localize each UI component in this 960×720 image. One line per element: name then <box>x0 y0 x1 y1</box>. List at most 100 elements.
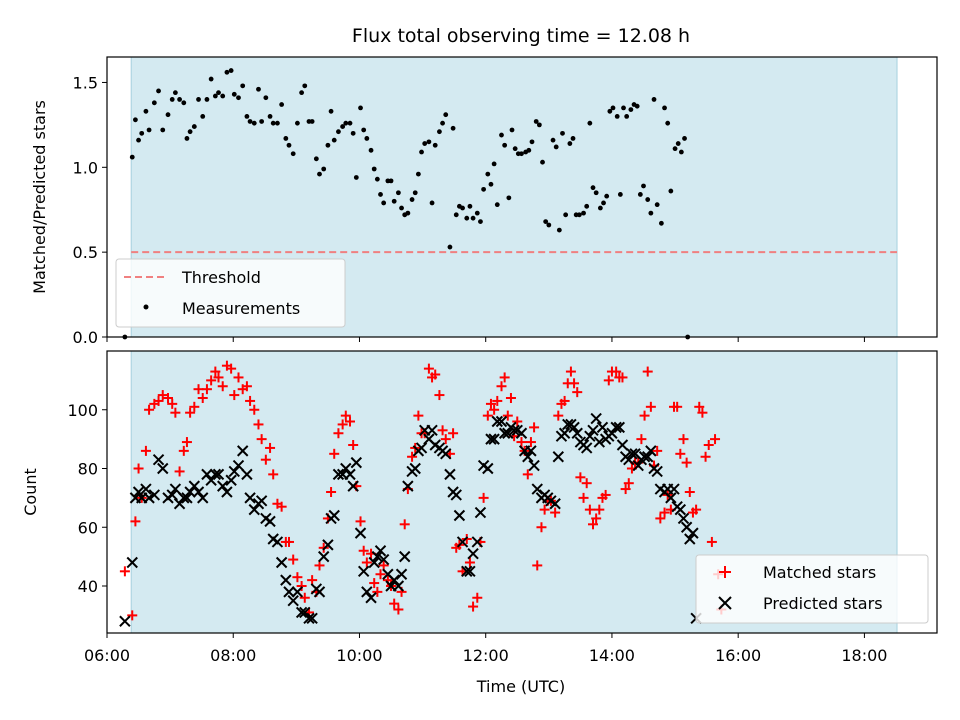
matched-star-point <box>413 410 424 421</box>
measurement-point <box>464 215 470 221</box>
measurement-point <box>533 119 539 124</box>
measurement-point <box>208 76 214 82</box>
matched-star-point <box>448 428 459 439</box>
matched-star-point <box>623 478 634 489</box>
measurement-point <box>672 146 678 152</box>
predicted-star-point <box>313 586 326 598</box>
measurement-point <box>651 97 657 102</box>
predicted-star-point <box>236 445 249 457</box>
predicted-star-point <box>531 483 543 495</box>
predicted-star-point <box>317 550 330 563</box>
measurement-point <box>309 119 315 124</box>
matched-star-point <box>181 437 192 448</box>
predicted-star-point <box>255 495 268 507</box>
measurement-point <box>426 139 432 145</box>
matched-star-point <box>659 507 670 518</box>
measurement-point <box>388 178 394 184</box>
measurement-point <box>645 197 651 202</box>
top-x-ticks <box>106 337 865 342</box>
measurement-point <box>601 200 606 206</box>
matched-star-point <box>710 434 721 445</box>
bottom-panel: 40 60 80 100 06:00 08:00 10:00 12:00 14:00 16:00… <box>21 350 938 696</box>
legend-matched-label: Matched stars <box>763 563 876 582</box>
matched-star-point <box>265 442 276 453</box>
matched-star-point <box>423 363 434 374</box>
matched-star-point <box>299 592 310 603</box>
matched-star-point <box>642 366 653 377</box>
matched-star-point <box>559 395 570 406</box>
matched-star-point <box>372 586 383 597</box>
measurement-point <box>378 192 383 197</box>
predicted-star-point <box>192 486 205 498</box>
measurement-point <box>576 212 582 218</box>
measurement-point <box>267 113 273 119</box>
measurement-point <box>133 117 138 123</box>
y-tick-label: 0.0 <box>73 328 98 347</box>
legend-measurements-swatch <box>143 304 149 310</box>
measurement-point <box>678 149 684 155</box>
matched-star-point <box>584 504 595 515</box>
predicted-star-point <box>606 427 618 439</box>
matched-star-point <box>189 401 200 412</box>
measurement-point <box>491 161 497 167</box>
predicted-star-point <box>184 486 196 498</box>
measurement-point <box>587 120 593 126</box>
predicted-star-point <box>402 480 414 492</box>
measurement-point <box>450 125 456 131</box>
matched-star-point <box>434 390 445 401</box>
predicted-star-point <box>152 453 165 466</box>
matched-star-point <box>296 581 307 591</box>
matched-star-point <box>229 390 240 401</box>
predicted-star-point <box>344 468 356 481</box>
measurement-point <box>302 83 308 89</box>
measurement-point <box>614 113 620 119</box>
predicted-star-point <box>580 442 593 454</box>
measurement-point <box>529 139 535 145</box>
measurement-point <box>156 88 161 94</box>
predicted-star-point <box>395 568 408 580</box>
predicted-star-point <box>347 480 359 492</box>
matched-star-point <box>197 393 208 403</box>
predicted-star-point <box>225 474 237 486</box>
predicted-star-point <box>205 474 217 486</box>
measurement-point <box>172 90 178 96</box>
matched-star-point <box>694 401 705 412</box>
measurement-point <box>488 181 494 187</box>
predicted-star-point <box>188 480 201 492</box>
measurement-point <box>371 166 377 172</box>
predicted-star-point <box>488 433 500 445</box>
predicted-star-point <box>148 489 161 501</box>
matched-star-point <box>581 478 592 489</box>
y-tick-label: 40 <box>78 577 98 596</box>
predicted-star-point <box>549 498 561 510</box>
matched-star-point <box>174 466 185 477</box>
predicted-star-point <box>525 445 537 457</box>
measurement-point <box>584 203 590 209</box>
measurement-point <box>325 142 331 148</box>
measurement-point <box>336 129 341 135</box>
measurement-point <box>136 137 141 143</box>
measurement-point <box>460 205 465 211</box>
matched-star-point <box>245 395 256 406</box>
y-tick-label: 100 <box>67 401 98 420</box>
measurement-point <box>610 105 616 111</box>
predicted-star-point <box>377 553 390 566</box>
predicted-star-point <box>232 459 245 472</box>
predicted-star-point <box>388 574 400 586</box>
measurement-point <box>637 192 643 197</box>
measurement-point <box>415 171 421 177</box>
x-tick-label: 06:00 <box>84 646 130 665</box>
measurement-point <box>299 90 305 96</box>
matched-star-point <box>163 393 174 403</box>
matched-star-point <box>468 601 479 612</box>
matched-star-point <box>489 404 500 415</box>
matched-star-point <box>505 393 516 403</box>
measurement-point <box>328 108 334 114</box>
y-tick-label: 1.0 <box>73 158 98 177</box>
y-tick-label: 60 <box>78 518 98 537</box>
measurement-point <box>499 132 504 138</box>
measurement-point <box>665 120 671 126</box>
legend-predicted-swatch <box>718 596 732 610</box>
measurement-point <box>546 222 552 228</box>
predicted-star-point <box>283 586 295 598</box>
